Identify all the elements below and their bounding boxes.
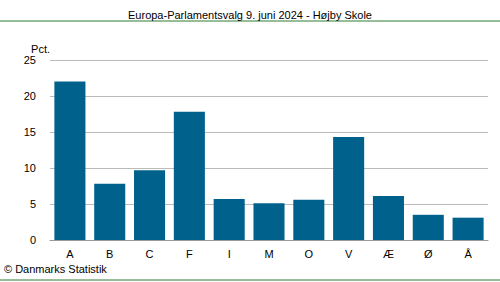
svg-text:© Danmarks Statistik: © Danmarks Statistik — [4, 263, 107, 275]
svg-text:O: O — [305, 248, 314, 260]
svg-text:C: C — [146, 248, 154, 260]
svg-text:Æ: Æ — [383, 248, 394, 260]
svg-text:B: B — [106, 248, 113, 260]
svg-text:Å: Å — [464, 248, 472, 260]
svg-text:20: 20 — [24, 90, 36, 102]
svg-text:10: 10 — [24, 162, 36, 174]
svg-text:Ø: Ø — [424, 248, 433, 260]
svg-text:0: 0 — [30, 234, 36, 246]
svg-text:I: I — [228, 248, 231, 260]
svg-text:5: 5 — [30, 198, 36, 210]
svg-text:V: V — [345, 248, 353, 260]
svg-text:25: 25 — [24, 54, 36, 66]
svg-text:Europa-Parlamentsvalg 9. juni: Europa-Parlamentsvalg 9. juni 2024 - Høj… — [128, 9, 372, 21]
svg-text:F: F — [186, 248, 193, 260]
svg-text:Pct.: Pct. — [31, 43, 50, 55]
svg-text:A: A — [66, 248, 74, 260]
svg-text:M: M — [264, 248, 273, 260]
svg-text:15: 15 — [24, 126, 36, 138]
